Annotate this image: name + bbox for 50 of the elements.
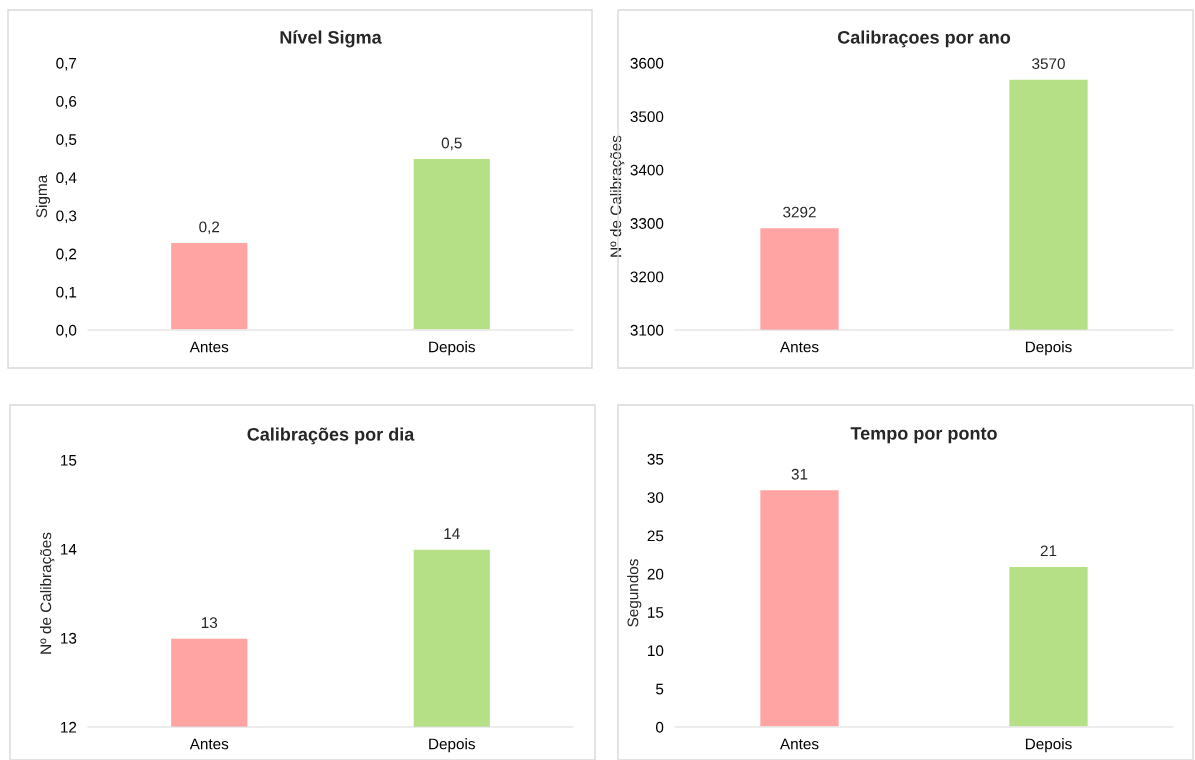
y-tick-label: 13 bbox=[61, 632, 77, 644]
y-tick-label: 3500 bbox=[630, 111, 664, 123]
data-label: 3570 bbox=[1032, 58, 1065, 70]
y-axis-title: Sigma bbox=[35, 174, 51, 218]
x-tick-label: Antes bbox=[189, 738, 229, 750]
data-label: 21 bbox=[1040, 545, 1057, 557]
y-tick-label: 0 bbox=[655, 721, 664, 733]
data-label: 31 bbox=[791, 468, 808, 480]
y-tick-label: 0,2 bbox=[56, 248, 77, 262]
y-tick-label: 35 bbox=[647, 453, 664, 465]
data-label: 0,2 bbox=[199, 221, 220, 235]
y-tick-label: 15 bbox=[61, 455, 77, 466]
y-axis-title: Nº de Calibrações bbox=[610, 135, 625, 257]
y-tick-label: 3600 bbox=[630, 57, 664, 69]
y-axis-title: Segundos bbox=[627, 559, 642, 627]
chart-title: Calibraçoes por ano bbox=[837, 30, 1011, 48]
y-tick-label: 14 bbox=[61, 544, 77, 555]
x-tick-label: Depois bbox=[429, 738, 475, 753]
y-tick-label: 20 bbox=[647, 568, 664, 580]
data-label: 0,5 bbox=[441, 137, 462, 151]
y-tick-label: 15 bbox=[648, 607, 664, 618]
y-tick-label: 3200 bbox=[630, 271, 664, 283]
data-label: 3292 bbox=[783, 206, 816, 218]
y-tick-label: 30 bbox=[647, 492, 664, 503]
y-tick-label: 0,7 bbox=[56, 57, 77, 71]
y-tick-label: 3400 bbox=[630, 164, 664, 176]
y-tick-label: 0,5 bbox=[56, 134, 77, 147]
y-tick-label: 0,6 bbox=[56, 96, 77, 109]
y-tick-label: 0,4 bbox=[56, 172, 77, 185]
x-tick-label: Antes bbox=[780, 738, 819, 750]
y-tick-label: 0,3 bbox=[56, 210, 77, 224]
y-tick-label: 0,1 bbox=[56, 286, 77, 300]
data-label: 14 bbox=[444, 528, 460, 539]
chart-title: Nível Sigma bbox=[280, 30, 382, 48]
y-axis-title: Nº de Calibrações bbox=[40, 532, 55, 654]
y-tick-label: 3100 bbox=[630, 324, 664, 336]
x-tick-label: Antes bbox=[189, 341, 229, 353]
y-tick-label: 5 bbox=[656, 683, 664, 695]
y-tick-label: 25 bbox=[647, 530, 664, 542]
y-tick-label: 10 bbox=[648, 645, 664, 657]
chart-title: Tempo por ponto bbox=[850, 427, 997, 444]
y-tick-label: 0,0 bbox=[56, 324, 77, 338]
data-label: 13 bbox=[201, 617, 218, 629]
y-tick-label: 3300 bbox=[630, 218, 664, 229]
y-tick-label: 12 bbox=[61, 721, 77, 733]
chart-title: Calibrações por dia bbox=[247, 427, 415, 445]
x-tick-label: Depois bbox=[1025, 738, 1072, 753]
x-tick-label: Depois bbox=[1025, 341, 1072, 356]
x-tick-label: Depois bbox=[429, 341, 475, 356]
x-tick-label: Antes bbox=[780, 341, 819, 353]
